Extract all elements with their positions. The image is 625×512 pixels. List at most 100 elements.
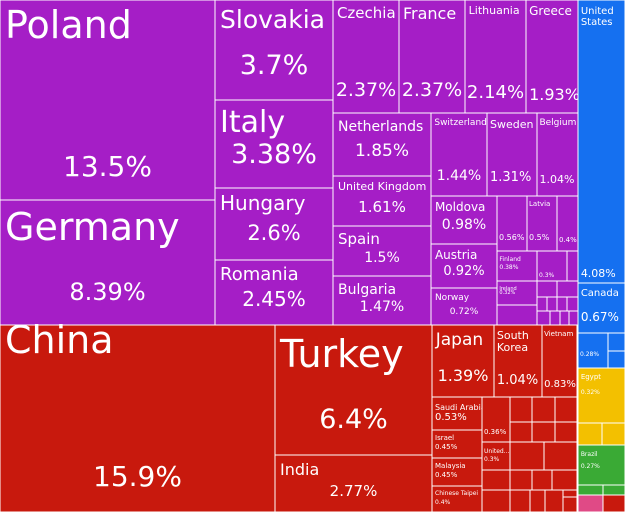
tile-label-south-korea: South Korea xyxy=(497,329,529,354)
tile-label-germany: Germany xyxy=(5,205,180,249)
tile-rect-netherlands xyxy=(332,112,432,177)
small-tile-17 xyxy=(554,421,578,443)
tile-item-40: 0.28% xyxy=(577,332,609,369)
small-tile-13 xyxy=(531,396,556,423)
tile-lithuania: Lithuania 2.14% xyxy=(464,0,527,114)
tile-label-slovakia: Slovakia xyxy=(220,5,325,34)
tile-label-switzerland: Switzerland xyxy=(434,118,487,128)
tile-share-lithuania: 2.14% xyxy=(467,82,524,103)
tile-rect-chinese-taipei xyxy=(431,485,483,512)
small-tile-1 xyxy=(556,280,579,298)
tile-label-italy: Italy xyxy=(220,105,285,140)
small-tile-21 xyxy=(509,469,533,491)
small-tile-9 xyxy=(568,310,579,326)
tile-item-33: 0.36% xyxy=(481,396,511,443)
small-tile-34 xyxy=(577,484,604,496)
tile-share-finland: 0.38% xyxy=(499,264,518,271)
tile-share-egypt: 0.32% xyxy=(581,389,600,396)
tile-share-chinese-taipei: 0.4% xyxy=(435,499,451,506)
small-tile-16 xyxy=(531,421,556,443)
tile-share-bulgaria: 1.47% xyxy=(360,299,404,315)
tile-share-poland: 13.5% xyxy=(63,150,152,183)
tile-share-latvia: 0.5% xyxy=(529,233,550,242)
tile-turkey: Turkey 6.4% xyxy=(274,324,433,456)
tile-czechia: Czechia 2.37% xyxy=(332,0,400,114)
small-tile-35 xyxy=(602,484,625,496)
tile-label-bulgaria: Bulgaria xyxy=(338,282,396,298)
tile-item-22: 0.4% xyxy=(556,195,579,252)
tile-share-greece: 1.93% xyxy=(529,85,580,104)
tile-share-item-25: 0.3% xyxy=(539,272,555,279)
tile-chinese-taipei: Chinese Taipei 0.4% xyxy=(431,485,483,512)
tile-label-greece: Greece xyxy=(529,4,572,18)
small-tile-31 xyxy=(607,350,625,369)
small-tiles xyxy=(481,250,625,512)
tile-share-india: 2.77% xyxy=(330,482,378,500)
tile-egypt: Egypt 0.32% xyxy=(577,367,625,424)
tile-share-sweden: 1.31% xyxy=(490,170,531,185)
tile-share-united: 0.3% xyxy=(484,456,500,463)
tile-share-item-20: 0.56% xyxy=(499,233,525,242)
tile-latvia: Latvia 0.5% xyxy=(526,195,558,252)
tile-norway: Norway 0.72% xyxy=(430,287,498,326)
tile-united-states: United States 4.08% xyxy=(577,0,625,284)
tile-rect-egypt xyxy=(577,367,625,424)
tile-share-japan: 1.39% xyxy=(438,366,489,385)
tile-share-netherlands: 1.85% xyxy=(355,141,409,161)
small-tile-3 xyxy=(546,296,558,312)
tile-rect-united-states xyxy=(577,0,625,284)
tile-share-moldova: 0.98% xyxy=(442,217,486,233)
tile-share-item-33: 0.36% xyxy=(484,428,507,436)
tile-label-france: France xyxy=(403,4,456,23)
tile-rect-item-40 xyxy=(577,332,609,369)
tile-rect-hungary xyxy=(214,187,334,261)
tile-label-india: India xyxy=(280,460,319,479)
small-tile-10 xyxy=(566,250,579,282)
tile-label-united-states: United States xyxy=(581,6,614,28)
tile-vietnam: Vietnam 0.83% xyxy=(541,324,578,398)
small-tile-20 xyxy=(481,469,511,491)
small-tile-6 xyxy=(536,310,551,326)
tile-share-spain: 1.5% xyxy=(364,250,400,266)
tile-rect-canada xyxy=(577,282,625,334)
small-tile-2 xyxy=(536,296,548,312)
tile-share-south-korea: 1.04% xyxy=(497,373,538,388)
tile-rect-china xyxy=(0,324,276,512)
tile-label-sweden: Sweden xyxy=(490,118,533,131)
tile-share-malaysia: 0.45% xyxy=(435,471,458,479)
tile-label-china: China xyxy=(5,318,114,362)
tile-japan: Japan 1.39% xyxy=(431,324,495,398)
tile-label-norway: Norway xyxy=(435,293,470,303)
small-tile-37 xyxy=(602,494,625,512)
tile-label-canada: Canada xyxy=(581,288,619,299)
tile-label-united: United... xyxy=(484,448,510,455)
tile-rect-italy xyxy=(214,99,334,189)
tile-label-israel: Israel xyxy=(435,434,454,442)
tile-france: France 2.37% xyxy=(398,0,466,114)
small-tile-18 xyxy=(509,441,545,471)
tile-china: China 15.9% xyxy=(0,318,276,512)
tile-rect-ireland xyxy=(496,280,538,306)
tile-rect-czechia xyxy=(332,0,400,114)
small-tile-24 xyxy=(481,489,511,512)
small-tile-25 xyxy=(509,489,531,512)
tile-india: India 2.77% xyxy=(274,454,433,512)
tile-share-switzerland: 1.44% xyxy=(437,168,481,184)
tile-share-united-kingdom: 1.61% xyxy=(358,198,406,216)
small-tile-0 xyxy=(536,280,558,298)
tile-greece: Greece 1.93% xyxy=(525,0,580,114)
tile-rect-item-20 xyxy=(496,195,528,252)
tile-label-austria: Austria xyxy=(435,248,477,262)
tile-brazil: Brazil 0.27% xyxy=(577,444,625,486)
tile-label-united-kingdom: United Kingdom xyxy=(338,180,426,193)
tile-share-item-22: 0.4% xyxy=(559,236,577,244)
tile-label-japan: Japan xyxy=(435,330,483,350)
tile-share-hungary: 2.6% xyxy=(247,221,300,245)
tile-share-canada: 0.67% xyxy=(581,310,619,324)
tile-rect-india xyxy=(274,454,433,512)
tile-label-finland: Finland xyxy=(499,256,521,263)
